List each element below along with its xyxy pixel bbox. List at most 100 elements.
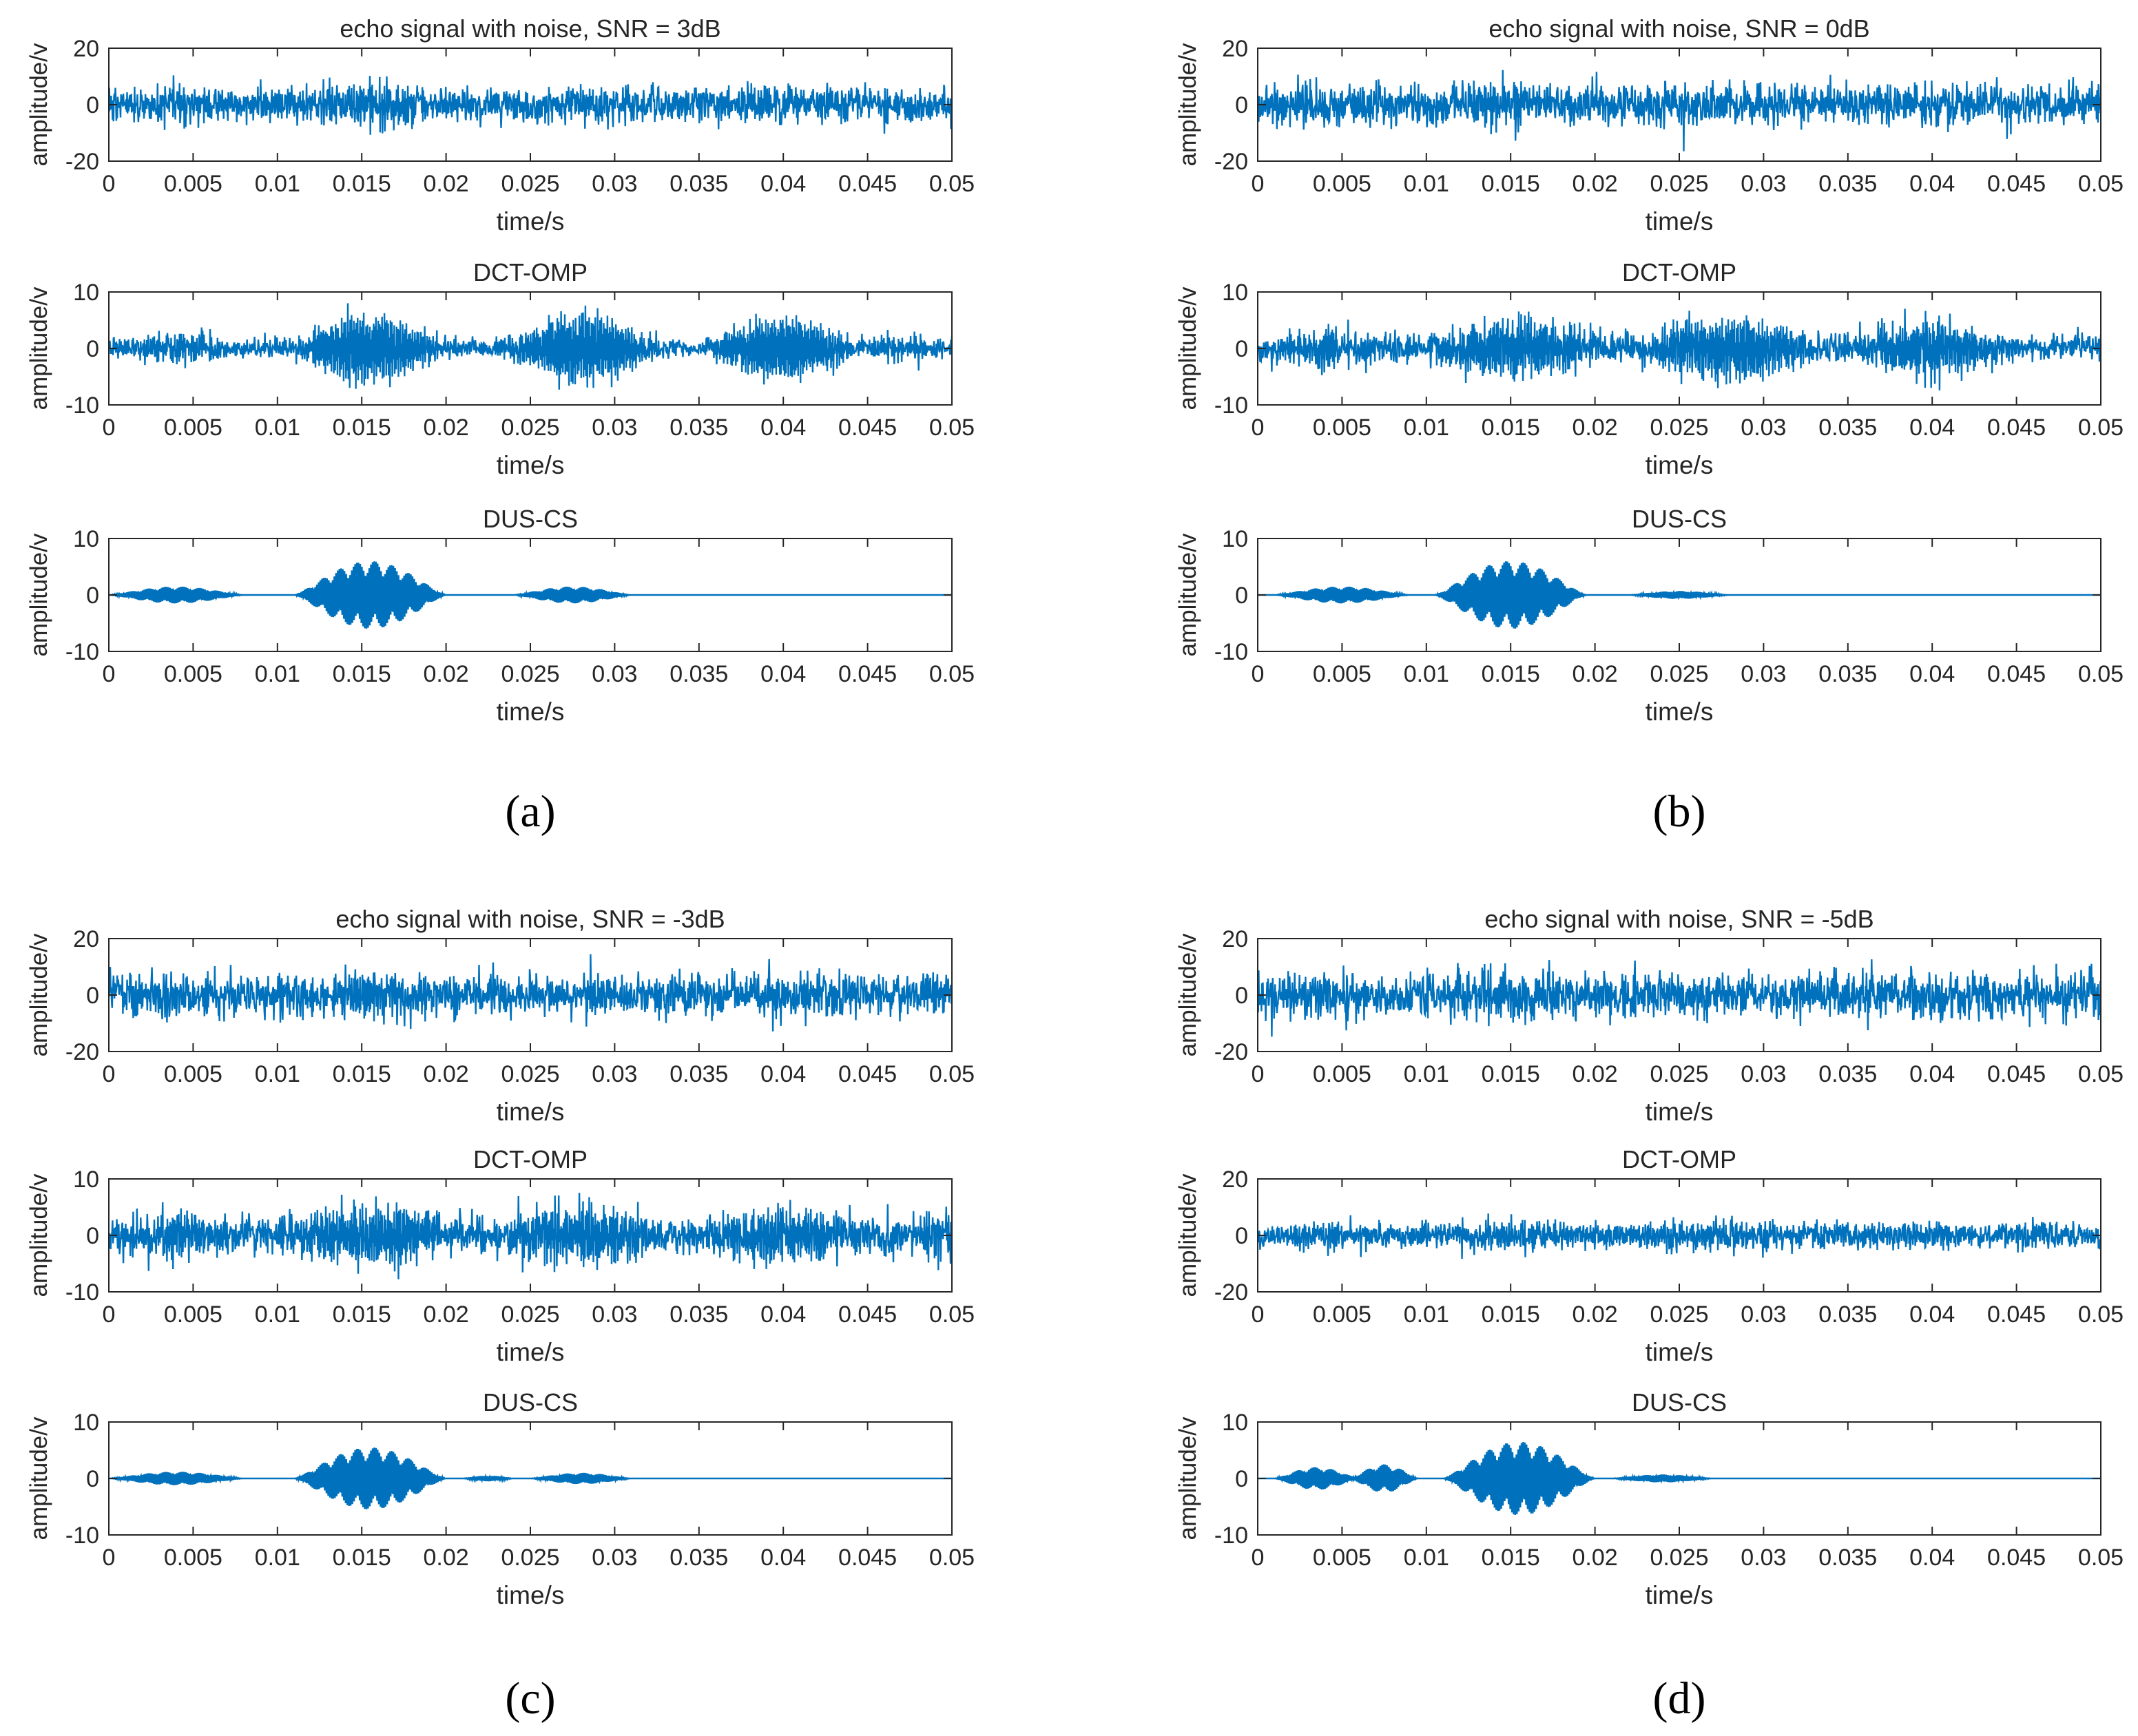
- subplot-title: echo signal with noise, SNR = 3dB: [340, 14, 720, 43]
- y-tick-label: 0: [1235, 336, 1248, 362]
- x-tick-label: 0: [103, 1061, 116, 1087]
- y-tick-label: 0: [1235, 583, 1248, 609]
- x-tick-label: 0.03: [592, 1545, 637, 1571]
- x-tick-label: 0.05: [2078, 171, 2124, 197]
- x-tick-label: 0.05: [2078, 1061, 2124, 1087]
- x-tick-label: 0.045: [838, 415, 897, 441]
- x-tick-label: 0.015: [333, 1061, 391, 1087]
- x-tick-label: 0.045: [838, 661, 897, 687]
- x-tick-label: 0.05: [2078, 1545, 2124, 1571]
- x-axis-label: time/s: [497, 207, 565, 236]
- x-tick-label: 0.04: [760, 1545, 806, 1571]
- x-tick-label: 0.005: [1313, 1545, 1371, 1571]
- x-tick-label: 0.025: [501, 1061, 559, 1087]
- x-tick-label: 0.03: [592, 415, 637, 441]
- x-tick-label: 0.015: [333, 1301, 391, 1328]
- x-tick-label: 0.05: [929, 415, 975, 441]
- y-axis-label: amplitude/v: [25, 1173, 52, 1297]
- x-tick-label: 0.02: [424, 415, 469, 441]
- subplot-4-1: 0 0.005 0.01 0.015 0.02 0.025 0.03 0.035 0.04 0.0…: [1174, 905, 2124, 1126]
- x-tick-label: 0.04: [760, 661, 806, 687]
- y-axis-label: amplitude/v: [1174, 533, 1201, 656]
- y-tick-label: 0: [86, 1466, 99, 1492]
- x-tick-label: 0.025: [1650, 1301, 1708, 1328]
- x-tick-label: 0.05: [2078, 661, 2124, 687]
- x-tick-label: 0.05: [929, 1545, 975, 1571]
- x-tick-label: 0.035: [670, 1061, 728, 1087]
- subplot-4-2: 0 0.005 0.01 0.015 0.02 0.025 0.03 0.035 0.04 0.0…: [1174, 1145, 2124, 1366]
- x-tick-label: 0.01: [255, 171, 300, 197]
- y-tick-label: 10: [73, 526, 99, 552]
- signal-trace: [109, 561, 952, 629]
- y-tick-label: 0: [86, 983, 99, 1009]
- x-tick-label: 0.045: [1987, 1545, 2046, 1571]
- y-tick-label: 0: [1235, 983, 1248, 1009]
- panel-label: (d): [1653, 1673, 1706, 1724]
- x-tick-label: 0.03: [1741, 1301, 1786, 1328]
- y-tick-label: 20: [73, 36, 99, 62]
- x-tick-label: 0.005: [1313, 1301, 1371, 1328]
- x-tick-label: 0.05: [2078, 415, 2124, 441]
- x-tick-label: 0.045: [1987, 661, 2046, 687]
- panel-b: 0 0.005 0.01 0.015 0.02 0.025 0.03 0.035 0.04 0.0…: [1174, 14, 2124, 837]
- panel-d: 0 0.005 0.01 0.015 0.02 0.025 0.03 0.035 0.04 0.0…: [1174, 905, 2124, 1724]
- panel-a: 0 0.005 0.01 0.015 0.02 0.025 0.03 0.035 0.04 0.0…: [25, 14, 975, 837]
- y-tick-label: -10: [65, 1523, 99, 1549]
- subplot-title: echo signal with noise, SNR = -5dB: [1484, 905, 1874, 933]
- x-axis-label: time/s: [1646, 1098, 1714, 1126]
- x-tick-label: 0.04: [1909, 1301, 1955, 1328]
- subplot-title: echo signal with noise, SNR = 0dB: [1488, 14, 1869, 43]
- x-tick-label: 0.01: [255, 1301, 300, 1328]
- signal-trace: [109, 954, 952, 1032]
- x-tick-label: 0.025: [501, 661, 559, 687]
- signal-trace: [109, 1447, 952, 1509]
- y-axis-label: amplitude/v: [1174, 933, 1201, 1056]
- x-tick-label: 0.005: [1313, 661, 1371, 687]
- x-axis-label: time/s: [497, 451, 565, 479]
- x-tick-label: 0.04: [1909, 661, 1955, 687]
- y-axis-label: amplitude/v: [1174, 1173, 1201, 1297]
- subplot-1-1: 0 0.005 0.01 0.015 0.02 0.025 0.03 0.035 0.04 0.0…: [25, 14, 975, 236]
- x-tick-label: 0.035: [670, 171, 728, 197]
- x-axis-label: time/s: [1646, 207, 1714, 236]
- x-tick-label: 0.015: [1482, 171, 1540, 197]
- x-tick-label: 0.02: [1573, 415, 1618, 441]
- x-axis-label: time/s: [497, 1338, 565, 1366]
- x-tick-label: 0.005: [1313, 1061, 1371, 1087]
- y-tick-label: -20: [1214, 1279, 1248, 1306]
- x-tick-label: 0.01: [1404, 1545, 1449, 1571]
- x-axis-label: time/s: [497, 1581, 565, 1609]
- x-axis-label: time/s: [1646, 698, 1714, 726]
- y-tick-label: -20: [65, 1039, 99, 1065]
- y-tick-label: 10: [1222, 280, 1248, 306]
- y-tick-label: 0: [86, 583, 99, 609]
- y-axis-label: amplitude/v: [25, 43, 52, 166]
- x-tick-label: 0.035: [1818, 1545, 1877, 1571]
- x-tick-label: 0.04: [1909, 1061, 1955, 1087]
- signal-trace: [109, 75, 952, 135]
- x-tick-label: 0.03: [592, 171, 637, 197]
- x-tick-label: 0.025: [1650, 415, 1708, 441]
- x-tick-label: 0.035: [670, 1301, 728, 1328]
- x-tick-label: 0.015: [1482, 1301, 1540, 1328]
- y-tick-label: 0: [1235, 1466, 1248, 1492]
- subplot-title: DCT-OMP: [473, 258, 588, 286]
- signal-trace: [1258, 1441, 2101, 1516]
- x-tick-label: 0.035: [670, 1545, 728, 1571]
- y-tick-label: 20: [1222, 926, 1248, 952]
- x-tick-label: 0.005: [164, 1545, 222, 1571]
- subplot-3-1: 0 0.005 0.01 0.015 0.02 0.025 0.03 0.035 0.04 0.0…: [25, 905, 975, 1126]
- x-tick-label: 0: [1252, 1301, 1265, 1328]
- x-tick-label: 0.015: [1482, 415, 1540, 441]
- subplot-title: DUS-CS: [483, 1388, 578, 1416]
- subplot-title: DUS-CS: [1632, 505, 1727, 533]
- y-axis-label: amplitude/v: [1174, 1416, 1201, 1540]
- x-tick-label: 0.045: [1987, 415, 2046, 441]
- subplot-title: DUS-CS: [483, 505, 578, 533]
- x-tick-label: 0.04: [760, 171, 806, 197]
- x-tick-label: 0.005: [164, 171, 222, 197]
- x-tick-label: 0.005: [164, 1301, 222, 1328]
- x-tick-label: 0.045: [838, 1301, 897, 1328]
- x-tick-label: 0.01: [1404, 1301, 1449, 1328]
